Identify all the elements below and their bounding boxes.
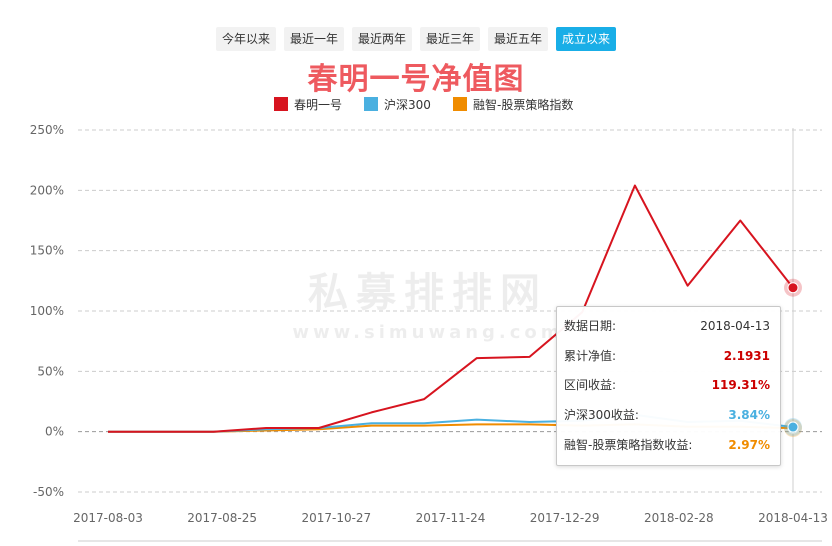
hover-marker (787, 282, 799, 294)
tooltip-row-index: 融智-股票策略指数收益: 2.97% (564, 435, 770, 455)
legend-swatch-index (453, 97, 467, 111)
tooltip-value: 2018-04-13 (700, 319, 770, 333)
x-axis-labels: 2017-08-03 2017-08-25 2017-10-27 2017-11-24… (73, 511, 828, 525)
watermark: 私募排排网 www.simuwang.com (292, 270, 563, 343)
range-selector: 今年以来 最近一年 最近两年 最近三年 最近五年 成立以来 (0, 27, 832, 51)
y-tick-label: 50% (37, 364, 64, 378)
chart-title: 春明一号净值图 (307, 62, 525, 97)
x-tick-label: 2018-02-28 (644, 511, 714, 525)
x-tick-label: 2017-12-29 (530, 511, 600, 525)
series-line-fund (108, 184, 794, 433)
range-btn-2y[interactable]: 最近两年 (351, 27, 412, 51)
tooltip-label: 累计净值: (564, 349, 617, 363)
range-btn-3y[interactable]: 最近三年 (420, 27, 481, 51)
legend-item-index[interactable]: 融智-股票策略指数 (453, 97, 573, 112)
y-tick-label: 250% (30, 123, 64, 137)
tooltip-label: 沪深300收益: (564, 408, 639, 422)
tooltip-row-hs300: 沪深300收益: 3.84% (564, 405, 770, 425)
range-btn-inception[interactable]: 成立以来 (556, 27, 617, 51)
watermark-sub: www.simuwang.com (292, 322, 563, 343)
legend-item-hs300[interactable]: 沪深300 (364, 97, 431, 112)
tooltip-row-return: 区间收益: 119.31% (564, 375, 770, 395)
legend-swatch-hs300 (364, 97, 378, 111)
y-tick-label: 100% (30, 304, 64, 318)
legend-label-hs300: 沪深300 (384, 98, 431, 112)
tooltip-row-date: 数据日期: 2018-04-13 (564, 316, 770, 336)
tooltip-label: 融智-股票策略指数收益: (564, 438, 693, 452)
x-tick-label: 2017-10-27 (301, 511, 371, 525)
tooltip: 数据日期: 2018-04-13 累计净值: 2.1931 区间收益: 119.… (556, 306, 781, 466)
legend: 春明一号 沪深300 融智-股票策略指数 (274, 97, 573, 112)
range-btn-ytd[interactable]: 今年以来 (215, 27, 276, 51)
watermark-main: 私募排排网 (308, 270, 548, 316)
y-tick-label: 200% (30, 183, 64, 197)
hover-markers (784, 278, 802, 438)
range-btn-1y[interactable]: 最近一年 (283, 27, 344, 51)
tooltip-value: 2.1931 (723, 349, 770, 363)
tooltip-row-nav: 累计净值: 2.1931 (564, 346, 770, 366)
tooltip-label: 区间收益: (564, 378, 617, 392)
y-tick-label: 150% (30, 244, 64, 258)
legend-label-index: 融智-股票策略指数 (473, 97, 573, 112)
range-btn-5y[interactable]: 最近五年 (488, 27, 549, 51)
x-tick-label: 2017-11-24 (416, 511, 486, 525)
tooltip-value: 2.97% (728, 438, 770, 452)
tooltip-value: 119.31% (711, 378, 770, 392)
legend-item-fund[interactable]: 春明一号 (274, 97, 342, 112)
tooltip-value: 3.84% (728, 408, 770, 422)
x-tick-label: 2017-08-25 (187, 511, 257, 525)
legend-label-fund: 春明一号 (294, 98, 342, 112)
hover-marker (787, 421, 799, 433)
tooltip-label: 数据日期: (564, 319, 617, 333)
y-tick-label: -50% (33, 485, 64, 499)
y-tick-label: 0% (45, 425, 64, 439)
y-axis-labels: 250% 200% 150% 100% 50% 0% -50% (30, 123, 64, 499)
x-tick-label: 2017-08-03 (73, 511, 143, 525)
x-tick-label: 2018-04-13 (758, 511, 828, 525)
legend-swatch-fund (274, 97, 288, 111)
